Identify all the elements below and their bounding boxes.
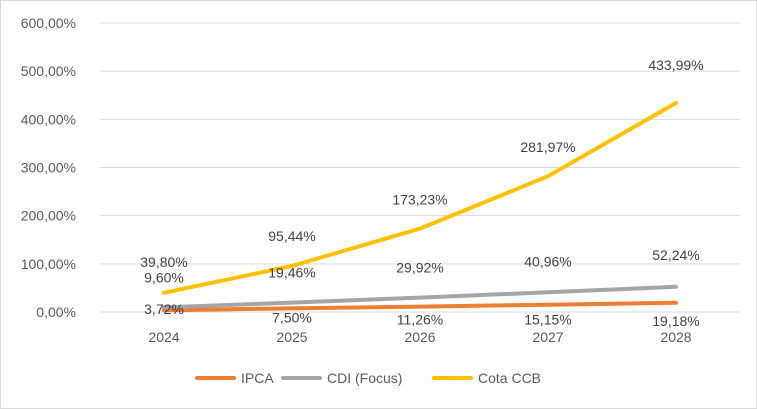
y-tick-label: 400,00% (21, 111, 76, 127)
x-tick-label: 2024 (148, 329, 179, 345)
legend-label: CDI (Focus) (327, 370, 402, 386)
data-label: 39,80% (140, 254, 187, 270)
legend-label: IPCA (241, 370, 274, 386)
x-tick-label: 2025 (276, 329, 307, 345)
series-line-ipca (162, 300, 678, 313)
data-label: 7,50% (272, 309, 312, 325)
x-tick-label: 2026 (404, 329, 435, 345)
y-tick-label: 100,00% (21, 256, 76, 272)
data-label: 11,26% (397, 312, 443, 328)
data-label: 15,15% (524, 312, 571, 328)
y-tick-label: 300,00% (21, 160, 76, 176)
legend-label: Cota CCB (478, 370, 541, 386)
data-label: 281,97% (520, 139, 575, 155)
data-label: 3,72% (144, 301, 184, 317)
y-tick-label: 200,00% (21, 208, 76, 224)
series-line-cota-ccb (162, 101, 678, 295)
x-tick-label: 2028 (660, 329, 691, 345)
data-label: 19,46% (268, 265, 315, 281)
series-line-cdi-focus (162, 284, 678, 310)
x-tick-label: 2027 (532, 329, 563, 345)
data-label: 95,44% (268, 228, 315, 244)
data-label: 433,99% (648, 57, 703, 73)
y-tick-label: 500,00% (21, 63, 76, 79)
data-label: 173,23% (392, 192, 447, 208)
data-label: 19,18% (652, 313, 699, 329)
data-label: 9,60% (144, 269, 184, 285)
data-label: 52,24% (652, 247, 699, 263)
data-label: 40,96% (524, 253, 571, 269)
y-tick-label: 600,00% (21, 15, 76, 31)
data-label: 29,92% (396, 260, 443, 276)
y-tick-label: 0,00% (36, 304, 76, 320)
